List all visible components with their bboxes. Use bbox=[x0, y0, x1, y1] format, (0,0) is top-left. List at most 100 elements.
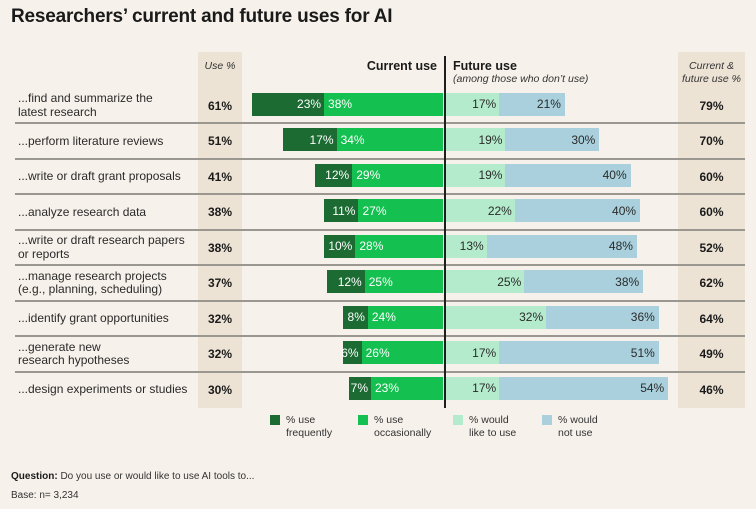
legend-label-line: like to use bbox=[469, 426, 517, 439]
category-label-line: latest research bbox=[18, 104, 97, 119]
bar-value-label: 7% bbox=[350, 381, 368, 396]
bar-would-not: 54% bbox=[499, 376, 669, 400]
bar-would-like: 25% bbox=[446, 270, 525, 294]
question-label: Question: bbox=[11, 471, 58, 482]
bar-value-label: 27% bbox=[362, 203, 387, 218]
chart-row: ...generate new research hypotheses 32% 49%… bbox=[0, 337, 756, 373]
bar-value-label: 12% bbox=[337, 274, 362, 289]
category-label: ...analyze research data bbox=[18, 195, 198, 231]
bar-value-label: 23% bbox=[297, 97, 322, 112]
category-label: ...identify grant opportunities bbox=[18, 301, 198, 337]
row-separator bbox=[15, 370, 745, 373]
use-pct-value: 38% bbox=[207, 240, 233, 255]
bar-value-label: 13% bbox=[459, 239, 484, 254]
category-label: ...find and summarize the latest research bbox=[18, 88, 198, 124]
current-future-total-value: 49% bbox=[699, 347, 724, 362]
bar-would-like: 19% bbox=[446, 163, 506, 187]
total-header-line2: future use % bbox=[682, 73, 741, 85]
row-separator bbox=[15, 264, 745, 266]
category-label-text: ...manage research projects (e.g., planni… bbox=[18, 268, 167, 297]
bar-value-label: 32% bbox=[519, 310, 544, 325]
category-label-line: ...design experiments or studies bbox=[18, 382, 188, 396]
bar-would-not: 40% bbox=[505, 163, 631, 187]
use-pct-header: Use % bbox=[204, 60, 236, 72]
bar-value-label: 28% bbox=[359, 239, 384, 254]
legend-label: % would like to use bbox=[469, 414, 516, 439]
category-label-text: ...design experiments or studies bbox=[18, 382, 188, 397]
use-pct-value: 32% bbox=[207, 311, 233, 326]
bar-value-label: 6% bbox=[341, 345, 359, 360]
current-future-total-value: 60% bbox=[699, 205, 724, 220]
bar-would-not: 30% bbox=[505, 128, 600, 152]
bar-value-label: 17% bbox=[472, 381, 497, 396]
bar-value-label: 10% bbox=[328, 239, 353, 254]
chart-title: Researchers’ current and future uses for… bbox=[11, 6, 393, 27]
bar-frequently: 11% bbox=[324, 199, 359, 223]
chart-row: ...perform literature reviews 51% 70% 17% 34… bbox=[0, 124, 756, 160]
bar-frequently: 6% bbox=[341, 341, 362, 365]
row-separator bbox=[15, 193, 745, 195]
bar-occasionally: 38% bbox=[324, 92, 443, 116]
category-label-text: ...identify grant opportunities bbox=[18, 311, 169, 326]
legend-swatch-frequently bbox=[270, 415, 280, 425]
category-label-text: ...perform literature reviews bbox=[18, 134, 163, 149]
bar-value-label: 17% bbox=[472, 345, 497, 360]
bar-would-like: 13% bbox=[446, 234, 487, 258]
total-header: Current & future use % bbox=[678, 60, 745, 86]
category-label: ...design experiments or studies bbox=[18, 372, 198, 408]
bar-value-label: 51% bbox=[630, 345, 655, 360]
bar-occasionally: 34% bbox=[336, 128, 443, 152]
bar-value-label: 11% bbox=[332, 203, 356, 218]
current-future-total-value: 70% bbox=[699, 134, 724, 149]
legend-label-line: occasionally bbox=[374, 426, 432, 439]
category-label: ...write or draft grant proposals bbox=[18, 159, 198, 195]
bar-value-label: 30% bbox=[571, 132, 596, 147]
bar-value-label: 19% bbox=[478, 132, 503, 147]
category-label-line: ...identify grant opportunities bbox=[18, 311, 169, 325]
legend-swatch-occasionally bbox=[358, 415, 368, 425]
bar-would-not: 21% bbox=[499, 92, 565, 116]
bar-occasionally: 28% bbox=[355, 234, 443, 258]
bar-would-like: 17% bbox=[446, 92, 500, 116]
bar-value-label: 21% bbox=[536, 97, 561, 112]
row-separator bbox=[15, 157, 745, 160]
bar-value-label: 25% bbox=[497, 274, 522, 289]
legend-label-line: % use bbox=[286, 414, 316, 426]
chart-row: ...write or draft grant proposals 41% 60% 1… bbox=[0, 159, 756, 195]
bar-frequently: 17% bbox=[283, 128, 337, 152]
bar-frequently: 23% bbox=[252, 92, 325, 116]
legend-label: % use occasionally bbox=[374, 414, 431, 439]
bar-value-label: 17% bbox=[472, 97, 497, 112]
bar-frequently: 8% bbox=[342, 305, 368, 329]
category-label: ...write or draft research papers or repo… bbox=[18, 230, 198, 266]
category-label-text: ...analyze research data bbox=[18, 205, 146, 220]
footer-base: Base: n= 3,234 bbox=[11, 490, 79, 501]
bar-would-like: 17% bbox=[446, 376, 500, 400]
row-separator bbox=[15, 228, 745, 231]
bar-value-label: 40% bbox=[602, 168, 627, 183]
center-axis bbox=[444, 56, 446, 408]
row-separator bbox=[15, 335, 745, 337]
row-separator bbox=[15, 299, 745, 302]
bar-occasionally: 23% bbox=[371, 376, 443, 400]
total-header-line1: Current & bbox=[689, 60, 734, 72]
bar-would-like: 17% bbox=[446, 341, 500, 365]
legend-label: % would not use bbox=[558, 414, 598, 439]
bar-value-label: 8% bbox=[347, 310, 365, 325]
legend-swatch-would-like bbox=[453, 415, 463, 425]
legend-label-line: frequently bbox=[286, 426, 333, 439]
bar-occasionally: 24% bbox=[367, 305, 443, 329]
bar-would-like: 19% bbox=[446, 128, 506, 152]
chart-row: ...analyze research data 38% 60% 11% 27% 22% 4… bbox=[0, 195, 756, 231]
category-label-line: ...write or draft grant proposals bbox=[18, 169, 181, 183]
category-label-line: ...write or draft research papers bbox=[18, 233, 185, 248]
use-pct-value: 61% bbox=[207, 98, 233, 113]
use-pct-value: 30% bbox=[207, 382, 233, 397]
use-pct-value: 38% bbox=[207, 205, 233, 220]
bar-would-not: 40% bbox=[514, 199, 641, 223]
category-label-line: ...manage research projects bbox=[18, 268, 167, 283]
bar-frequently: 12% bbox=[314, 163, 353, 187]
category-label: ...generate new research hypotheses bbox=[18, 337, 198, 373]
chart-row: ...write or draft research papers or repo… bbox=[0, 230, 756, 266]
bar-value-label: 38% bbox=[615, 274, 640, 289]
